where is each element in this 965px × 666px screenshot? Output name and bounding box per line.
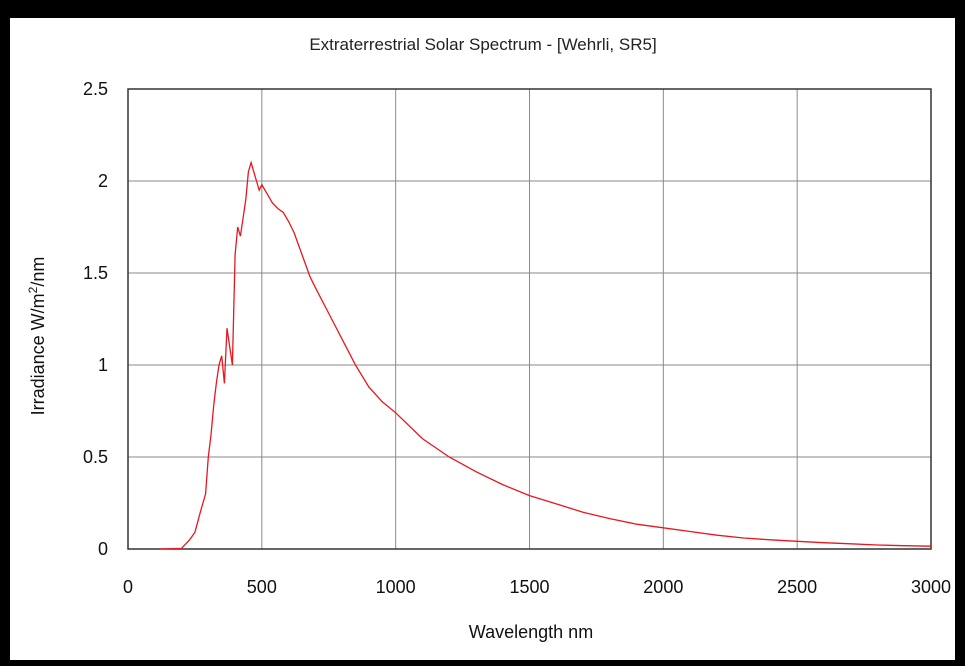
x-tick-label: 3000: [911, 577, 951, 597]
y-axis-label-tail: /nm: [28, 257, 48, 287]
x-tick-label: 1500: [509, 577, 549, 597]
x-tick-label: 2000: [643, 577, 683, 597]
y-tick-labels: 0 0.5 1 1.5 2 2.5: [83, 79, 108, 559]
x-tick-label: 2500: [777, 577, 817, 597]
y-axis-label-main: Irradiance W/m: [28, 293, 48, 415]
chart-frame: Extraterrestrial Solar Spectrum - [Wehrl…: [10, 18, 955, 660]
plot-area-border: [127, 88, 932, 550]
series-line: [160, 160, 932, 550]
y-tick-label: 0.5: [83, 447, 108, 467]
x-tick-labels: 0 500 1000 1500 2000 2500 3000: [123, 577, 951, 597]
svg-text:Irradiance W/m2/nm: Irradiance W/m2/nm: [26, 257, 48, 416]
x-tick-label: 1000: [376, 577, 416, 597]
grid: [128, 89, 931, 549]
y-tick-label: 2.5: [83, 79, 108, 99]
chart-title: Extraterrestrial Solar Spectrum - [Wehrl…: [309, 35, 656, 54]
y-axis-label: Irradiance W/m2/nm: [26, 257, 48, 416]
y-tick-label: 0: [98, 539, 108, 559]
x-tick-label: 500: [247, 577, 277, 597]
y-tick-label: 1.5: [83, 263, 108, 283]
solar-spectrum-chart: Extraterrestrial Solar Spectrum - [Wehrl…: [26, 35, 951, 642]
x-axis-label: Wavelength nm: [469, 622, 593, 642]
x-tick-label: 0: [123, 577, 133, 597]
y-axis-label-sup: 2: [26, 286, 40, 293]
y-tick-label: 1: [98, 355, 108, 375]
y-tick-label: 2: [98, 171, 108, 191]
